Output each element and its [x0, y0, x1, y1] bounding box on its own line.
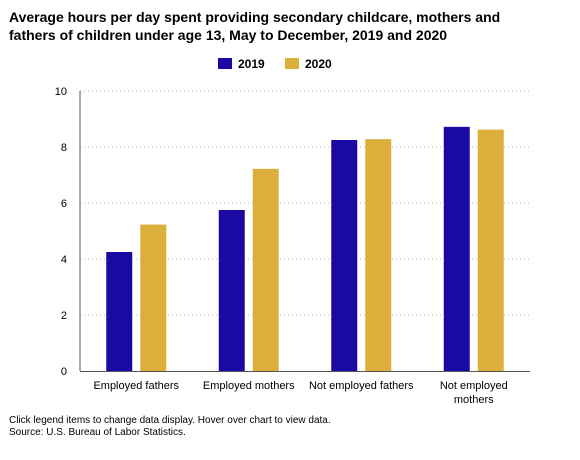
bar-2020[interactable]: [252, 168, 279, 371]
x-tick-label: mothers: [454, 394, 494, 406]
x-tick-label: Not employed: [440, 380, 508, 392]
bar-2019[interactable]: [443, 126, 470, 371]
x-tick-label: Not employed fathers: [309, 380, 414, 392]
x-tick-label: Employed mothers: [203, 380, 295, 392]
y-tick-label: 8: [61, 142, 67, 154]
legend: 2019 2020: [0, 57, 580, 73]
y-tick-label: 6: [61, 198, 67, 210]
bar-2020[interactable]: [140, 224, 167, 371]
footer-source: Source: U.S. Bureau of Labor Statistics.: [9, 427, 186, 438]
y-tick-label: 10: [55, 86, 67, 98]
bar-2019[interactable]: [331, 140, 358, 371]
legend-swatch-2020: [285, 58, 299, 69]
legend-label-2019: 2019: [238, 57, 265, 71]
chart-title: Average hours per day spent providing se…: [9, 8, 529, 44]
bar-2020[interactable]: [365, 139, 392, 371]
bar-2020[interactable]: [477, 129, 504, 371]
footer: Click legend items to change data displa…: [9, 415, 331, 439]
chart-title-line-2: fathers of children under age 13, May to…: [9, 27, 448, 43]
chart-title-line-1: Average hours per day spent providing se…: [9, 9, 501, 25]
x-tick-label: Employed fathers: [93, 380, 179, 392]
y-tick-label: 0: [61, 366, 67, 378]
footer-note: Click legend items to change data displa…: [9, 415, 331, 426]
y-tick-label: 2: [61, 310, 67, 322]
legend-swatch-2019: [218, 58, 232, 69]
y-tick-label: 4: [61, 254, 67, 266]
bar-2019[interactable]: [106, 252, 133, 371]
bar-2019[interactable]: [218, 210, 245, 371]
legend-label-2020: 2020: [305, 57, 332, 71]
